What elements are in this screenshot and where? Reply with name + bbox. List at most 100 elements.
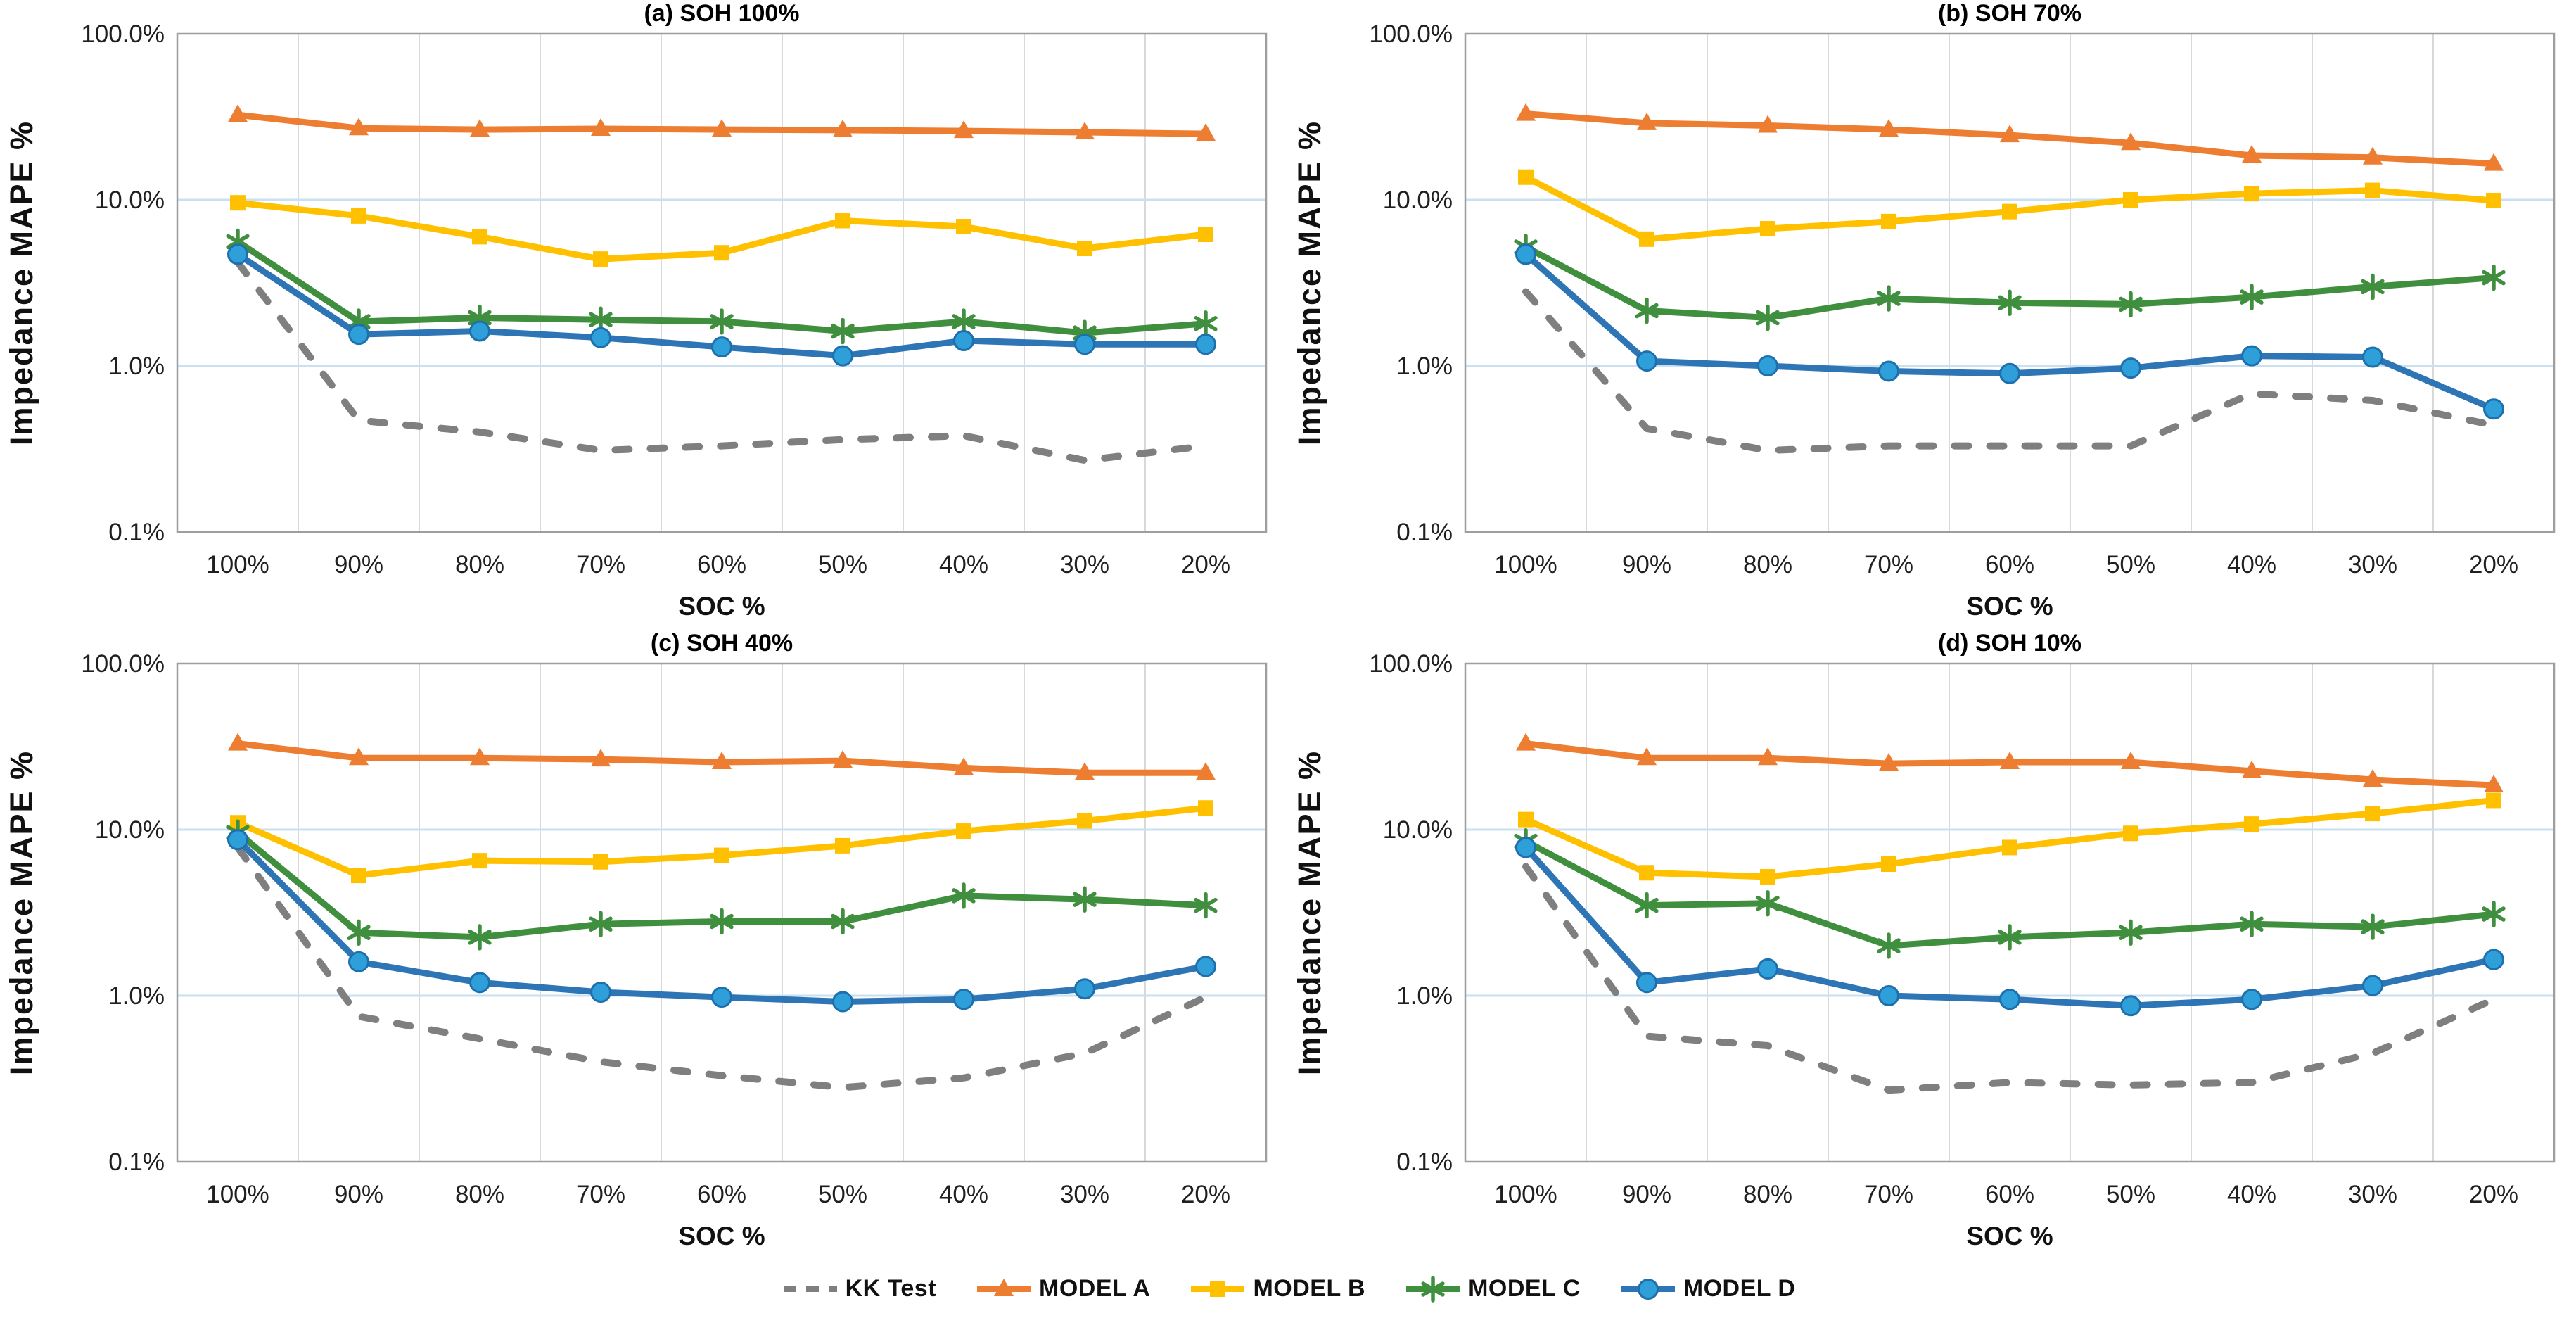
circle-marker [2120,357,2141,379]
x-tick-label: 50% [818,1181,867,1208]
square-marker [1198,226,1213,242]
x-axis-title: SOC % [678,1222,765,1250]
triangle-marker [954,120,974,139]
square-marker [593,854,608,870]
square-marker [2244,816,2259,832]
square-marker [351,208,366,224]
star-marker [1756,895,1780,911]
series-line [1522,288,2497,455]
triangle-marker [1075,762,1095,780]
triangle-marker [1516,733,1536,751]
x-tick-label: 90% [1622,551,1671,578]
y-tick-label: 100.0% [1369,20,1453,48]
x-tick-label: 20% [2469,1181,2518,1208]
x-tick-label: 60% [1985,1181,2034,1208]
circle-marker [832,345,853,367]
star-marker [2361,919,2385,934]
chart-svg-a: (a) SOH 100% 100.0% 10.0% 1.0% 0.1% Impedance… [4,0,1268,621]
circle-marker [227,243,248,265]
circle-marker [832,991,853,1013]
y-tick-label: 0.1% [108,519,165,546]
model-c-legend-star-icon [1406,1275,1460,1303]
circle-marker [711,987,732,1008]
circle-marker [2483,398,2504,420]
triangle-marker [470,119,490,137]
series-kk-test [234,844,1209,1091]
series-model-b [1518,169,2501,247]
star-marker [831,913,855,930]
triangle-marker [1075,122,1095,140]
circle-marker [1195,956,1216,977]
y-axis-title: Impedance MAPE % [4,120,39,445]
y-tick-label: 1.0% [1396,353,1453,380]
triangle-marker [228,733,248,751]
triangle-marker [833,750,853,768]
square-marker [714,245,729,261]
square-marker [2002,839,2017,856]
x-axis-title: SOC % [1966,1222,2053,1250]
x-tick-label: 90% [1622,1181,1671,1208]
square-marker [1518,811,1534,828]
square-marker [2002,203,2017,220]
circle-marker [1757,958,1778,980]
square-marker [1639,231,1654,247]
triangle-marker [1758,115,1778,133]
x-axis-title: SOC % [1966,592,2053,621]
legend-label: MODEL C [1468,1275,1581,1302]
kk-test-legend-dash-icon [783,1286,837,1292]
triangle-marker [2000,125,2020,143]
circle-marker [469,320,490,342]
series-model-a [228,733,1216,780]
circle-marker [1878,985,1899,1006]
series-model-b [230,195,1213,267]
star-marker [2482,270,2506,286]
x-tick-label: 50% [2106,551,2155,578]
triangle-marker [591,749,611,767]
star-marker [2240,916,2264,932]
x-tick-label: 80% [1743,551,1792,578]
triangle-marker [833,119,853,137]
vertical-gridlines [1586,664,2434,1162]
series-kk-test [234,258,1209,464]
legend-item-model-a: MODEL A [974,1275,1150,1303]
triangle-marker [228,104,248,122]
star-marker [1877,938,1901,953]
model-a-legend-triangle-icon [977,1278,1031,1296]
series-model-a [1516,733,2504,792]
x-axis-title: SOC % [678,592,765,621]
y-tick-label: 10.0% [1383,816,1453,844]
y-tick-label: 1.0% [108,353,165,380]
x-tick-label: 80% [1743,1181,1792,1208]
star-marker [710,314,734,329]
legend-item-model-b: MODEL B [1188,1275,1365,1303]
y-tick-label: 10.0% [95,186,165,214]
triangle-marker [2121,132,2141,151]
x-tick-label: 60% [1985,551,2034,578]
triangle-marker [1758,747,1778,766]
series-model-d [1515,243,2504,420]
x-tick-label: 90% [334,1181,383,1208]
square-marker [230,195,246,211]
x-tick-label: 60% [697,551,746,578]
triangle-marker [2000,752,2020,770]
square-marker [714,847,729,863]
legend-item-kk-test: KK Test [781,1275,936,1303]
triangle-marker [2363,768,2383,787]
star-marker [1635,897,1659,913]
star-marker [831,323,855,339]
series-model-c [1514,234,2506,331]
x-tick-label: 80% [455,1181,504,1208]
legend-item-model-c: MODEL C [1403,1275,1581,1303]
circle-marker [1515,837,1536,858]
circle-marker [1074,334,1095,355]
circle-marker [348,951,369,972]
x-tick-label: 20% [1181,1181,1230,1208]
square-marker [1198,800,1213,816]
circle-marker [711,336,732,358]
plot-border [1464,662,2556,1163]
series-kk-test [1522,288,2497,455]
star-marker [1756,310,1780,326]
series-line [234,258,1209,464]
star-marker [1194,316,1218,331]
